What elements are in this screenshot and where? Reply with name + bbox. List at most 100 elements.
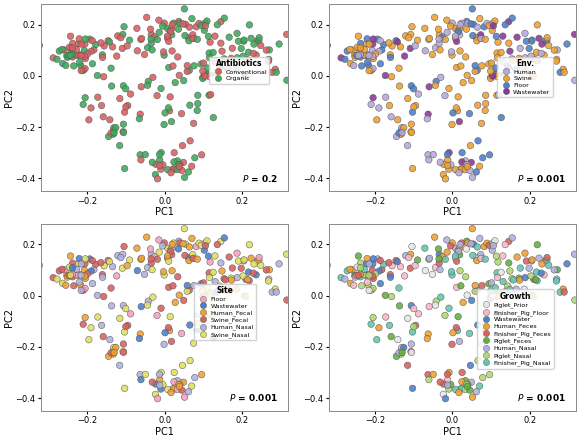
Text: $\it{P}$ = 0.001: $\it{P}$ = 0.001	[229, 392, 278, 404]
Point	[467, 297, 476, 304]
Point	[120, 108, 129, 116]
Point	[157, 369, 166, 376]
Point	[368, 260, 378, 267]
Point	[414, 310, 423, 318]
Point	[436, 46, 445, 53]
Point	[570, 296, 579, 303]
Point	[472, 168, 481, 176]
Point	[233, 54, 242, 61]
Point	[107, 82, 116, 90]
Point	[444, 305, 454, 312]
Point	[446, 22, 455, 30]
Point	[452, 64, 461, 71]
Point	[256, 262, 266, 269]
Point	[489, 22, 498, 30]
Point	[159, 49, 168, 56]
Point	[387, 73, 396, 80]
Point	[478, 154, 487, 161]
Point	[508, 275, 517, 282]
Point	[494, 258, 503, 265]
Point	[395, 303, 404, 310]
Point	[436, 74, 445, 81]
Point	[448, 329, 458, 336]
Point	[430, 234, 439, 241]
Point	[175, 383, 184, 390]
Point	[386, 54, 395, 61]
Point	[147, 266, 157, 273]
Point	[532, 269, 541, 276]
Point	[350, 273, 360, 280]
Point	[240, 256, 249, 263]
Point	[493, 54, 502, 61]
Point	[164, 105, 173, 112]
Point	[99, 113, 108, 120]
Point	[488, 19, 498, 26]
Point	[488, 71, 497, 78]
Point	[340, 56, 350, 63]
Point	[373, 36, 382, 43]
Point	[119, 243, 129, 250]
Point	[473, 357, 483, 364]
Point	[409, 323, 418, 330]
Point	[454, 28, 463, 35]
Point	[428, 271, 437, 278]
Point	[492, 33, 501, 40]
Point	[424, 36, 433, 43]
Point	[461, 377, 470, 384]
Point	[147, 255, 156, 262]
Point	[448, 239, 457, 247]
Point	[451, 25, 461, 32]
Point	[267, 69, 277, 76]
Point	[78, 287, 88, 294]
Point	[218, 66, 227, 73]
Point	[355, 45, 364, 52]
Point	[527, 52, 536, 60]
Point	[282, 31, 291, 38]
Point	[183, 68, 192, 75]
Point	[541, 37, 550, 45]
Point	[175, 20, 184, 27]
Point	[67, 265, 76, 272]
Point	[68, 51, 77, 58]
Point	[394, 284, 404, 292]
Point	[146, 26, 155, 33]
Point	[205, 269, 214, 277]
Point	[423, 335, 432, 342]
Point	[392, 37, 401, 44]
Point	[119, 340, 128, 348]
Point	[399, 344, 408, 351]
Point	[201, 22, 210, 30]
Point	[115, 95, 125, 102]
Point	[166, 28, 175, 35]
Point	[458, 369, 467, 376]
Point	[455, 118, 464, 125]
Point	[473, 67, 482, 74]
Point	[400, 52, 409, 60]
Point	[451, 166, 461, 173]
Point	[203, 284, 212, 292]
Point	[470, 282, 480, 289]
Point	[78, 67, 88, 74]
Point	[343, 267, 352, 274]
Point	[74, 260, 84, 267]
Point	[271, 66, 280, 73]
Point	[264, 276, 273, 283]
Point	[125, 37, 134, 44]
Point	[60, 46, 69, 53]
Point	[171, 79, 180, 86]
Point	[407, 243, 416, 250]
Point	[524, 265, 534, 272]
Point	[385, 102, 394, 109]
Point	[386, 333, 396, 340]
Point	[407, 129, 416, 136]
Point	[68, 53, 77, 60]
Point	[163, 35, 172, 42]
Point	[188, 254, 198, 262]
Point	[473, 24, 482, 31]
Point	[498, 252, 508, 259]
Point	[455, 251, 465, 258]
Point	[347, 46, 357, 53]
Point	[463, 163, 472, 170]
Point	[560, 288, 569, 295]
Point	[443, 381, 452, 389]
